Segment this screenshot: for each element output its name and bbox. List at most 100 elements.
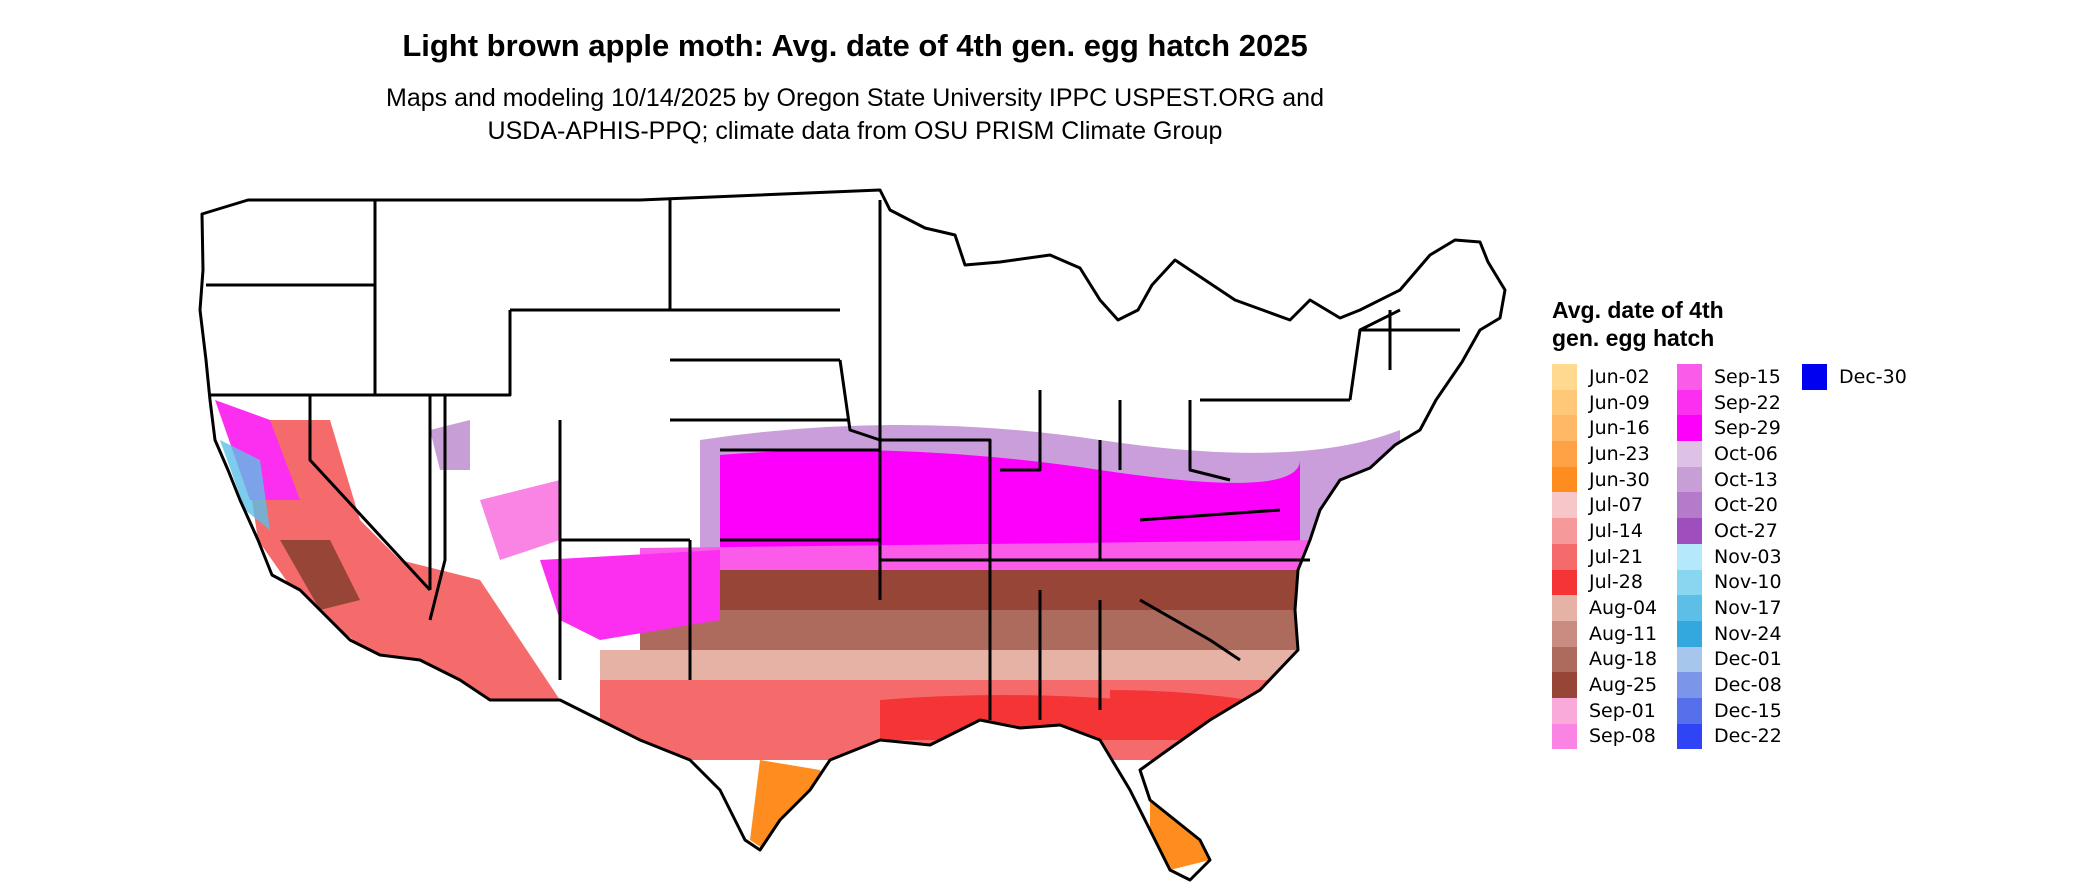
legend-item: Oct-20 — [1677, 492, 1782, 519]
legend-column: Dec-30 — [1802, 364, 1907, 390]
legend-column: Sep-15 Sep-22 Sep-29 Oct-06 Oct-13 Oct-20 Oct-… — [1677, 364, 1782, 750]
legend-item: Jun-30 — [1552, 466, 1657, 493]
legend-swatch — [1802, 364, 1827, 390]
legend-item: Oct-13 — [1677, 466, 1782, 493]
legend-swatch — [1552, 672, 1577, 698]
legend-swatch — [1552, 595, 1577, 621]
legend-label: Aug-25 — [1589, 674, 1658, 697]
legend-swatch — [1552, 697, 1577, 724]
legend-item: Sep-22 — [1677, 389, 1782, 416]
legend-column: Jun-02 Jun-09 Jun-16 Jun-23 Jun-30 Jul-07 Jul-… — [1552, 364, 1658, 750]
legend-swatch — [1677, 466, 1702, 493]
legend-item: Oct-06 — [1677, 441, 1782, 467]
legend-item: Jun-16 — [1552, 415, 1657, 442]
legend: Avg. date of 4th gen. egg hatch Jun-02 Ju… — [1552, 296, 1952, 764]
legend-item: Nov-03 — [1677, 543, 1782, 570]
legend-item: Sep-29 — [1677, 415, 1782, 442]
legend-swatch — [1677, 364, 1702, 390]
legend-item: Oct-27 — [1677, 518, 1782, 544]
legend-label: Aug-11 — [1589, 622, 1658, 645]
legend-swatch — [1552, 723, 1577, 750]
legend-item: Nov-10 — [1677, 569, 1782, 596]
legend-label: Sep-15 — [1714, 365, 1781, 388]
legend-swatch — [1552, 415, 1577, 442]
legend-label: Sep-08 — [1589, 725, 1656, 748]
legend-label: Jun-16 — [1589, 417, 1650, 440]
legend-label: Nov-10 — [1714, 571, 1782, 594]
legend-swatch — [1677, 723, 1702, 750]
legend-columns: Jun-02 Jun-09 Jun-16 Jun-23 Jun-30 Jul-07 Jul-… — [1552, 364, 1952, 764]
legend-label: Sep-22 — [1714, 391, 1781, 414]
legend-label: Jul-28 — [1589, 571, 1643, 594]
legend-swatch — [1677, 569, 1702, 596]
legend-label: Jun-09 — [1589, 391, 1650, 414]
legend-item: Sep-01 — [1552, 697, 1657, 724]
legend-swatch — [1552, 518, 1577, 544]
legend-label: Jun-02 — [1589, 365, 1650, 388]
subtitle-line-2: USDA-APHIS-PPQ; climate data from OSU PR… — [487, 117, 1223, 145]
legend-label: Oct-13 — [1714, 468, 1778, 491]
legend-item: Jul-14 — [1552, 518, 1657, 544]
legend-swatch — [1552, 646, 1577, 673]
legend-item: Nov-17 — [1677, 595, 1782, 621]
legend-label: Jul-14 — [1589, 519, 1643, 542]
legend-label: Nov-24 — [1714, 622, 1782, 645]
subtitle-line-1: Maps and modeling 10/14/2025 by Oregon S… — [386, 84, 1324, 112]
legend-label: Jun-30 — [1589, 468, 1650, 491]
legend-label: Oct-06 — [1714, 442, 1778, 465]
legend-label: Jul-21 — [1589, 545, 1643, 568]
legend-swatch — [1677, 415, 1702, 442]
legend-swatch — [1552, 364, 1577, 390]
legend-swatch — [1677, 543, 1702, 570]
legend-item: Dec-08 — [1677, 672, 1782, 698]
legend-swatch — [1552, 466, 1577, 493]
legend-item: Jun-09 — [1552, 389, 1657, 416]
legend-item: Sep-08 — [1552, 723, 1657, 750]
map-title: Light brown apple moth: Avg. date of 4th… — [402, 28, 1308, 63]
legend-label: Oct-20 — [1714, 494, 1778, 517]
legend-item: Jun-23 — [1552, 441, 1657, 467]
legend-swatch — [1677, 389, 1702, 416]
legend-swatch — [1552, 441, 1577, 467]
legend-label: Dec-30 — [1839, 365, 1907, 388]
legend-swatch — [1677, 595, 1702, 621]
legend-swatch — [1552, 569, 1577, 596]
legend-label: Dec-22 — [1714, 725, 1782, 748]
legend-item: Sep-15 — [1677, 364, 1782, 390]
legend-swatch — [1677, 492, 1702, 519]
legend-swatch — [1677, 620, 1702, 647]
legend-item: Jul-21 — [1552, 543, 1657, 570]
legend-label: Dec-15 — [1714, 699, 1782, 722]
legend-swatch — [1677, 646, 1702, 673]
legend-item: Aug-11 — [1552, 620, 1658, 647]
legend-item: Dec-01 — [1677, 646, 1782, 673]
legend-swatch — [1677, 441, 1702, 467]
legend-item: Jun-02 — [1552, 364, 1657, 390]
legend-label: Dec-08 — [1714, 674, 1782, 697]
legend-swatch — [1552, 492, 1577, 519]
legend-title: Avg. date of 4th gen. egg hatch — [1552, 297, 1724, 351]
legend-label: Jul-07 — [1589, 494, 1643, 517]
legend-label: Nov-03 — [1714, 545, 1782, 568]
legend-label: Dec-01 — [1714, 648, 1782, 671]
legend-item: Dec-22 — [1677, 723, 1782, 750]
legend-item: Jul-07 — [1552, 492, 1657, 519]
legend-label: Oct-27 — [1714, 519, 1778, 542]
legend-swatch — [1677, 518, 1702, 544]
legend-swatch — [1552, 543, 1577, 570]
legend-item: Aug-04 — [1552, 595, 1657, 621]
legend-item: Dec-30 — [1802, 364, 1907, 390]
legend-item: Aug-18 — [1552, 646, 1658, 673]
legend-label: Jun-23 — [1589, 442, 1650, 465]
legend-label: Nov-17 — [1714, 597, 1782, 620]
legend-label: Sep-29 — [1714, 417, 1781, 440]
legend-swatch — [1677, 697, 1702, 724]
legend-swatch — [1552, 620, 1577, 647]
legend-swatch — [1552, 389, 1577, 416]
legend-item: Aug-25 — [1552, 672, 1657, 698]
legend-label: Aug-18 — [1589, 648, 1658, 671]
legend-swatch — [1677, 672, 1702, 698]
legend-label: Aug-04 — [1589, 597, 1658, 620]
legend-item: Nov-24 — [1677, 620, 1782, 647]
